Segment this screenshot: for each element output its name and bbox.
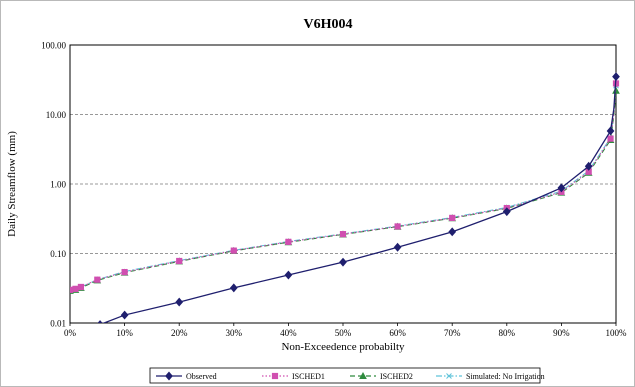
x-tick-label: 70% <box>444 328 461 338</box>
legend-label: Observed <box>186 372 217 381</box>
data-point <box>502 207 511 217</box>
data-point <box>230 247 237 254</box>
legend-marker <box>446 373 452 379</box>
data-point <box>449 214 456 222</box>
legend-entry: Simulated: No Irrigation <box>436 372 545 381</box>
data-point <box>607 135 614 142</box>
series-group <box>70 72 620 323</box>
data-point <box>339 257 347 267</box>
y-tick-label: 0.10 <box>50 249 66 259</box>
x-tick-label: 10% <box>116 328 133 338</box>
y-tick-label: 0.01 <box>50 319 66 329</box>
legend-label: Simulated: No Irrigation <box>466 372 545 381</box>
grid-lines <box>70 114 616 254</box>
x-tick-label: 90% <box>553 328 570 338</box>
data-point <box>121 268 128 276</box>
data-point <box>284 270 293 280</box>
data-point <box>394 223 401 230</box>
legend-marker <box>359 371 367 379</box>
data-point <box>77 283 85 291</box>
legend-label: ISCHED1 <box>292 372 325 381</box>
x-tick-label: 80% <box>499 328 516 338</box>
data-point <box>393 242 402 252</box>
x-axis-label: Non-Exceedence probabilty <box>281 341 405 353</box>
data-point <box>584 161 593 171</box>
chart-title: V6H004 <box>304 17 353 32</box>
data-point <box>285 238 292 245</box>
data-point <box>94 276 101 283</box>
x-tick-label: 100% <box>606 328 628 338</box>
legend-entry: Observed <box>156 371 217 381</box>
legend: Observed ISCHED1 ISCHED2 Simulated: No Irri… <box>149 367 545 384</box>
data-point <box>72 285 79 292</box>
x-tick-label: 20% <box>171 328 188 338</box>
x-tick-label: 60% <box>389 328 406 338</box>
y-tick-label: 1.00 <box>50 180 66 190</box>
x-tick-label: 0% <box>64 328 77 338</box>
data-point <box>339 231 347 238</box>
y-tick-label: 10.00 <box>46 110 67 120</box>
legend-marker <box>271 372 279 380</box>
x-tick-label: 30% <box>226 328 243 338</box>
x-tick-label: 50% <box>335 328 352 338</box>
legend-marker <box>165 371 173 381</box>
data-point <box>70 286 74 293</box>
data-point <box>175 297 184 307</box>
y-axis-label: Daily Streamflow (mm) <box>6 131 18 237</box>
data-point <box>612 72 620 82</box>
data-point <box>557 183 566 193</box>
data-point <box>606 126 615 136</box>
legend-box <box>149 367 541 384</box>
data-point <box>229 283 238 293</box>
x-tick-label: 40% <box>280 328 297 338</box>
data-point <box>176 257 183 265</box>
axis-ticks: 100.00 10.00 1.00 0.10 0.010% 10% 20% 30% 40% 50%… <box>41 41 627 339</box>
series-line <box>102 76 617 323</box>
legend-label: ISCHED2 <box>380 372 413 381</box>
y-tick-label: 100.00 <box>41 41 66 51</box>
legend-entry: ISCHED1 <box>262 372 325 381</box>
series-observed <box>97 72 620 323</box>
legend-entry: ISCHED2 <box>350 371 413 381</box>
data-point <box>448 227 457 237</box>
data-point <box>120 310 129 320</box>
data-point <box>97 320 103 323</box>
